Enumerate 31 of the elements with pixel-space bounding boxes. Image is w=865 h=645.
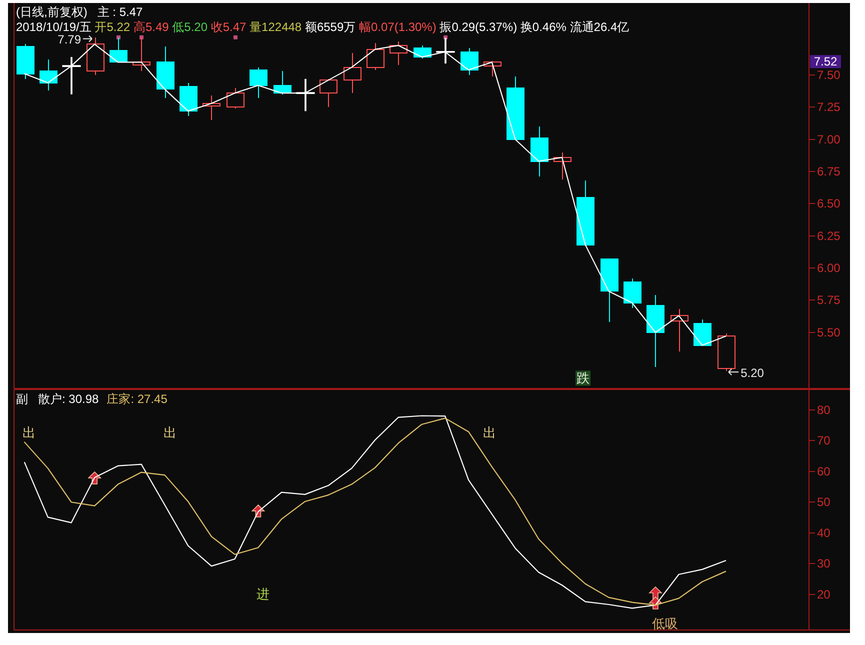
annotation: 7.79 xyxy=(58,32,82,47)
y-tick-label: 6.50 xyxy=(817,196,841,211)
text: 散户: 30.98 xyxy=(38,392,100,406)
chart-title: (日线,前复权) xyxy=(16,5,88,19)
chart-title: 副 xyxy=(16,392,28,406)
text: 7.52 xyxy=(814,54,838,69)
note: 出 xyxy=(22,424,36,440)
text: 庄家: 27.45 xyxy=(106,392,168,406)
y-tick-label: 7.25 xyxy=(817,100,841,114)
note: 跌 xyxy=(576,370,591,386)
y-tick-label: 6.00 xyxy=(817,261,841,276)
y-tick-label: 5.50 xyxy=(817,325,841,340)
note: 出 xyxy=(483,424,496,440)
y-tick-label: 40 xyxy=(817,526,831,540)
text: 主 : 5.47 xyxy=(97,5,144,19)
text: 5.20 xyxy=(740,366,764,380)
y-tick-label: 6.25 xyxy=(817,228,841,243)
note: 进 xyxy=(256,586,270,602)
y-tick-label: 70 xyxy=(817,434,831,448)
y-tick-label: 80 xyxy=(817,402,831,417)
y-tick-label: 5.75 xyxy=(817,293,841,308)
y-tick-label: 7.00 xyxy=(817,132,841,146)
note: 低吸 xyxy=(652,616,678,631)
y-tick-label: 50 xyxy=(817,495,831,510)
text: 2018/10/19/五 开5.22 高5.49 低5.20 收5.47 量122448 额6559万 幅0.07(1.30%) 振0.29(5.37%) 换0.46% 流通26.4亿 xyxy=(16,20,630,34)
y-tick-label: 30 xyxy=(817,556,831,571)
y-tick-label: 20 xyxy=(817,587,831,602)
y-tick-label: 60 xyxy=(817,464,831,478)
note: 出 xyxy=(164,424,177,440)
y-tick-label: 7.50 xyxy=(817,68,841,82)
y-tick-label: 6.75 xyxy=(817,164,841,179)
